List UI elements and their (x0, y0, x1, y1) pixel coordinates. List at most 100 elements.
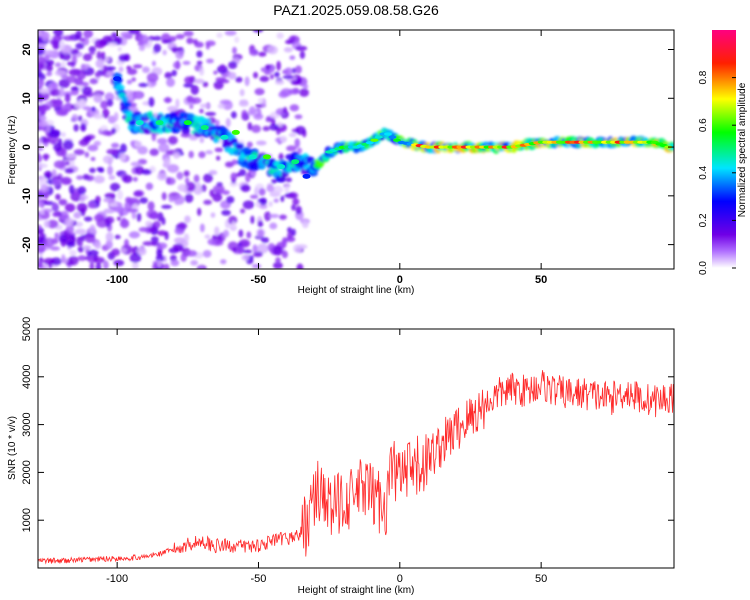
spectrogram-cell (151, 131, 157, 142)
spectrogram-cell (138, 34, 149, 45)
spectrogram-cell (241, 109, 248, 119)
spectrogram-cell (175, 98, 180, 109)
y-tick-label: 5000 (21, 317, 33, 341)
spectrogram-cell (249, 49, 259, 56)
spectrogram-cell (297, 147, 303, 154)
spectrogram-cell (262, 126, 270, 132)
spectrogram-cell (41, 31, 50, 42)
y-tick-label: 3000 (21, 412, 33, 436)
spectrogram-cell (190, 84, 199, 95)
spectrogram-cell (39, 209, 45, 215)
spectrogram-cell (63, 103, 70, 110)
spectrogram-cell (196, 60, 203, 65)
spectrogram-cell (292, 198, 300, 206)
snr-frame (37, 328, 675, 569)
spectrogram-cell (244, 76, 250, 87)
spectrogram-cell (38, 43, 47, 48)
spectrogram-cell (260, 237, 270, 244)
spectrogram-cell (61, 147, 68, 158)
spectrogram-cell (93, 93, 103, 103)
spectrogram-cell (274, 71, 280, 78)
spectrogram-cell (104, 66, 116, 71)
spectrogram-cell (38, 224, 42, 230)
spectrogram-cell (276, 121, 283, 127)
spectrogram-cell (70, 86, 80, 91)
spectrogram-cell (183, 233, 190, 242)
spectrogram-cell (71, 113, 79, 122)
spectrogram-cell (258, 51, 267, 57)
spectrogram-cell (149, 148, 159, 156)
spectrogram-cell (38, 261, 43, 269)
spectrogram-cell (271, 178, 277, 184)
spectrogram-cell (219, 127, 229, 135)
spectrogram-cell (138, 44, 146, 51)
spectrogram-cell (170, 47, 183, 52)
spectrogram-cell (93, 213, 105, 222)
spectrogram-frame (37, 29, 675, 270)
spectrogram-cell (66, 61, 76, 66)
spectrogram-cell (217, 103, 226, 109)
spectrogram-cell (118, 66, 124, 73)
y-tick-label: 20 (21, 43, 33, 55)
spectrogram-cell (68, 184, 75, 195)
spectrogram-cell (139, 197, 148, 204)
spectrogram-cell (130, 161, 142, 167)
spectrogram-cell (137, 247, 147, 256)
spectrogram-cell (166, 77, 176, 88)
spectrogram-core (113, 76, 673, 179)
spectrogram-cell (201, 118, 211, 125)
spectrogram-cell (161, 39, 173, 44)
spectrogram-cell (240, 184, 251, 192)
spectrogram-cell (151, 60, 156, 67)
spectrogram-cell (76, 71, 86, 80)
spectrogram-cell (269, 73, 274, 80)
spectrogram-cell (84, 233, 96, 243)
spectrogram-cell (299, 88, 309, 97)
spectrogram-cell (295, 65, 302, 74)
spectrogram-cell (291, 204, 296, 211)
spectrogram-cell (253, 113, 264, 120)
spectrogram-cell (284, 39, 294, 45)
spectrogram-field (38, 30, 674, 269)
spectrogram-cell (38, 137, 43, 144)
spectrogram-cell (278, 152, 284, 162)
colorbar-tick-label: 0.0 (698, 261, 709, 275)
spectrogram-cell (93, 256, 105, 264)
spectrogram-cell (248, 106, 256, 115)
spectrogram-cell (365, 141, 374, 145)
spectrogram-cell (302, 173, 311, 179)
spectrogram-cell (163, 157, 171, 167)
snr-panel: -100 -50 0 50 1000 2000 3000 4000 5000 Height o… (7, 317, 675, 596)
spectrogram-cell (162, 49, 167, 56)
spectrogram-cell (133, 190, 143, 197)
spectrogram-cell (60, 132, 66, 138)
x-tick-label: 0 (397, 274, 403, 286)
spectrogram-cell (52, 178, 60, 186)
spectrogram-cell (153, 43, 162, 53)
spectrogram-cell (234, 36, 240, 43)
spectrogram-cell (53, 30, 64, 37)
spectrogram-cell (84, 151, 90, 158)
x-tick-label: 50 (535, 274, 547, 286)
spectrogram-cell (293, 244, 302, 253)
spectrogram-cell (264, 64, 272, 70)
spectrogram-cell (148, 97, 155, 107)
spectrogram-cell (67, 255, 79, 266)
spectrogram-cell (145, 220, 153, 228)
spectrogram-cell (55, 98, 62, 108)
spectrogram-cell (215, 155, 221, 161)
spectrogram-cell (89, 224, 96, 235)
spectrogram-cell (388, 135, 397, 139)
spectrogram-cell (91, 106, 96, 112)
spectrogram-cell (180, 253, 187, 262)
spectrogram-cell (93, 113, 104, 120)
spectrogram-cell (105, 232, 114, 242)
spectrogram-cell (253, 71, 259, 79)
spectrogram-cell (119, 152, 126, 162)
spectrogram-cell (161, 192, 167, 201)
spectrogram-cell (219, 99, 231, 105)
snr-x-axis: -100 -50 0 50 (106, 329, 547, 585)
spectrogram-cell (66, 241, 76, 248)
spectrogram-cell (163, 97, 173, 103)
